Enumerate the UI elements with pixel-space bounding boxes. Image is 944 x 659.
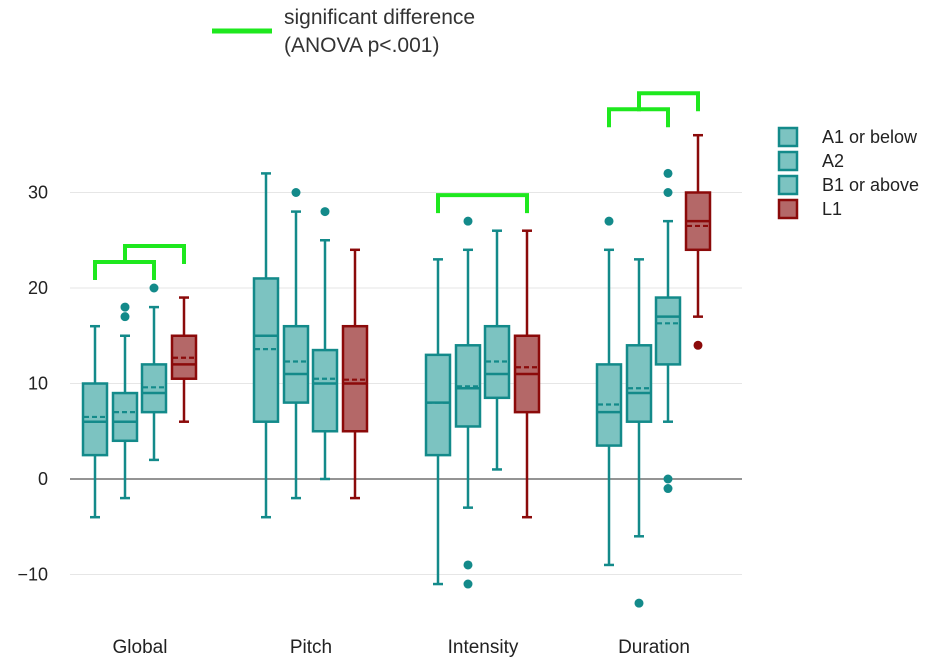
legend-label: B1 or above [822, 175, 919, 195]
box-a1-or-below-pitch [252, 172, 280, 519]
y-tick-label: 0 [38, 469, 48, 489]
outlier-point [120, 302, 130, 312]
outlier-point [120, 312, 130, 322]
significance-bracket [436, 193, 529, 214]
box-a2-duration [625, 258, 653, 608]
boxes [81, 133, 712, 608]
legend-label: L1 [822, 199, 842, 219]
box-l1-duration [684, 133, 712, 350]
significance-bracket [123, 244, 186, 264]
box-body [424, 353, 452, 457]
y-tick-label: 10 [28, 374, 48, 394]
box-l1-pitch [341, 248, 369, 500]
legend-swatch [777, 126, 799, 148]
legend-label: A2 [822, 151, 844, 171]
legend-label: A1 or below [822, 127, 918, 147]
box-body [311, 348, 339, 433]
legend-swatch [777, 174, 799, 196]
box-b1-or-above-global [140, 283, 168, 462]
outlier-point [663, 188, 673, 197]
box-a2-pitch [282, 188, 310, 500]
outlier-point [663, 474, 673, 484]
outlier-point [663, 168, 673, 178]
legend: A1 or below A2 B1 or above L1 [777, 126, 919, 220]
box-a1-or-below-global [81, 324, 109, 519]
box-body [282, 324, 310, 404]
box-a2-intensity [454, 216, 482, 589]
x-tick-label: Global [113, 637, 168, 658]
x-axis-labels: Global Pitch Intensity Duration [113, 637, 690, 658]
significance-note-line1: significant difference [284, 6, 475, 29]
gridlines [70, 192, 742, 575]
box-b1-or-above-pitch [311, 207, 339, 481]
x-tick-label: Duration [618, 637, 690, 658]
outlier-point [463, 579, 473, 589]
y-axis-ticks: −10 0 10 20 30 [17, 183, 48, 585]
box-a1-or-below-duration [595, 216, 623, 567]
box-body [81, 382, 109, 457]
x-tick-label: Intensity [448, 637, 519, 658]
box-b1-or-above-intensity [483, 229, 511, 471]
significance-annotation: significant difference (ANOVA p<.001) [212, 6, 475, 57]
box-a2-global [111, 302, 139, 500]
outlier-point [604, 216, 614, 226]
box-body [654, 296, 682, 366]
box-a1-or-below-intensity [424, 258, 452, 586]
outlier-point [149, 283, 159, 293]
box-l1-global [170, 296, 198, 423]
y-tick-label: 20 [28, 278, 48, 298]
y-tick-label: 30 [28, 183, 48, 203]
significance-brackets [93, 91, 700, 280]
outlier-point [634, 598, 644, 608]
outlier-point [291, 188, 301, 197]
significance-bracket [93, 260, 156, 280]
outlier-point [663, 484, 673, 494]
x-tick-label: Pitch [290, 637, 332, 658]
legend-swatch [777, 150, 799, 172]
outlier-point [463, 560, 473, 570]
significance-bracket [637, 91, 700, 112]
significance-note-line2: (ANOVA p<.001) [284, 34, 439, 57]
outlier-point [463, 216, 473, 226]
box-b1-or-above-duration [654, 168, 682, 494]
y-tick-label: −10 [17, 565, 48, 585]
significance-bracket [607, 107, 670, 128]
box-body [111, 391, 139, 443]
outlier-point [693, 340, 703, 350]
legend-swatch [777, 198, 799, 220]
box-l1-intensity [513, 229, 541, 519]
outlier-point [320, 207, 330, 217]
box-body [625, 344, 653, 423]
